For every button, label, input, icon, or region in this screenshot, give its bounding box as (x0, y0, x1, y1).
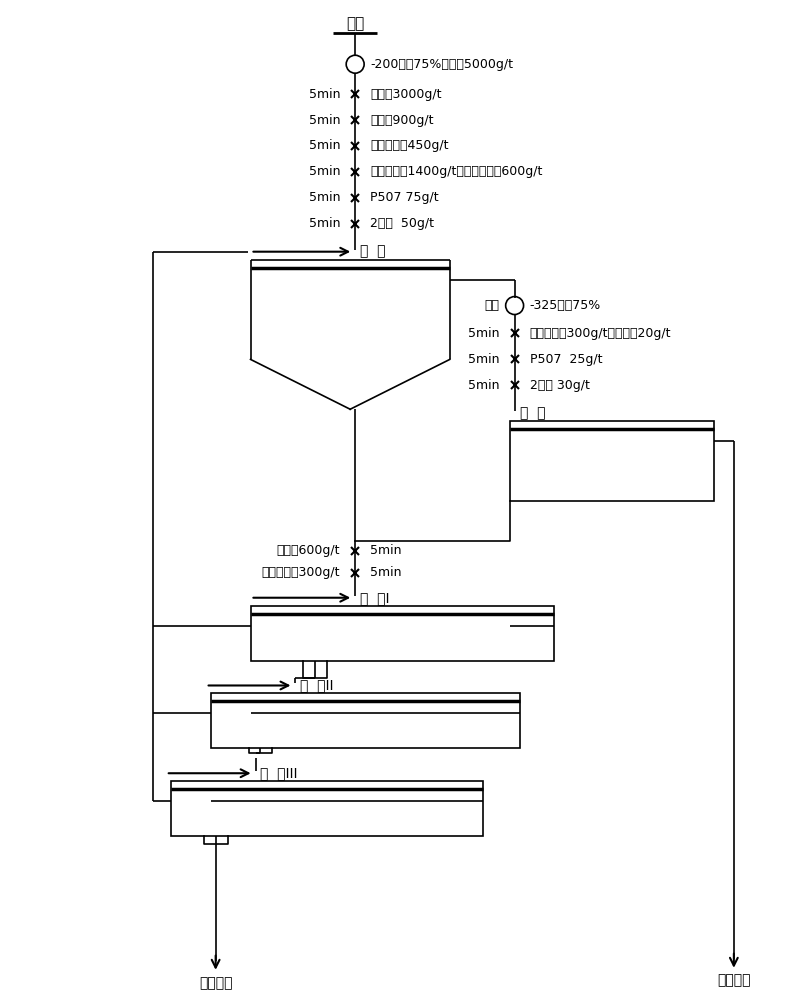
Text: 5min: 5min (468, 379, 500, 392)
Text: 水杨羟肌靀1400g/t，氧化石腊皋600g/t: 水杨羟肌靀1400g/t，氧化石腊皋600g/t (370, 165, 542, 178)
Text: 粗  选: 粗 选 (360, 245, 385, 259)
Text: 浮选精矿: 浮选精矿 (199, 977, 232, 991)
Text: 5min: 5min (309, 217, 340, 230)
Text: P507 75g/t: P507 75g/t (370, 191, 438, 204)
Text: 精  选I: 精 选I (360, 591, 389, 605)
Text: 水玻璃900g/t: 水玻璃900g/t (370, 114, 434, 127)
Bar (251, 606, 555, 661)
Text: 原矿: 原矿 (346, 16, 364, 31)
Text: 5min: 5min (468, 353, 500, 366)
Text: 六偏磷酸钓450g/t: 六偏磷酸钓450g/t (370, 139, 449, 152)
Text: P507  25g/t: P507 25g/t (530, 353, 602, 366)
Text: 精  选III: 精 选III (260, 766, 298, 780)
Text: 5min: 5min (309, 88, 340, 101)
Text: 5min: 5min (370, 566, 401, 579)
Text: 5min: 5min (309, 114, 340, 127)
Text: 浮选尾矿: 浮选尾矿 (717, 974, 750, 988)
Text: 2号油 30g/t: 2号油 30g/t (530, 379, 589, 392)
Text: 5min: 5min (309, 165, 340, 178)
Text: 碳酸鑱3000g/t: 碳酸鑱3000g/t (370, 88, 442, 101)
Text: 扫  选: 扫 选 (520, 406, 545, 420)
Text: 水玻璃600g/t: 水玻璃600g/t (276, 544, 340, 557)
Text: 5min: 5min (468, 327, 500, 340)
Bar (509, 421, 714, 501)
Text: -200目分75%，确祲5000g/t: -200目分75%，确祲5000g/t (370, 58, 513, 71)
Bar (171, 781, 483, 836)
Text: 苯甲羟肌酸300g/t，油酸钔20g/t: 苯甲羟肌酸300g/t，油酸钔20g/t (530, 327, 671, 340)
Text: 5min: 5min (370, 544, 401, 557)
Text: 5min: 5min (309, 191, 340, 204)
Text: -325目分75%: -325目分75% (530, 299, 600, 312)
Text: 六偏磷酸钓300g/t: 六偏磷酸钓300g/t (262, 566, 340, 579)
Bar (210, 693, 520, 748)
Text: 5min: 5min (309, 139, 340, 152)
Text: 精  选II: 精 选II (301, 678, 334, 692)
Text: 再磨: 再磨 (484, 299, 500, 312)
Text: 2号油  50g/t: 2号油 50g/t (370, 217, 434, 230)
